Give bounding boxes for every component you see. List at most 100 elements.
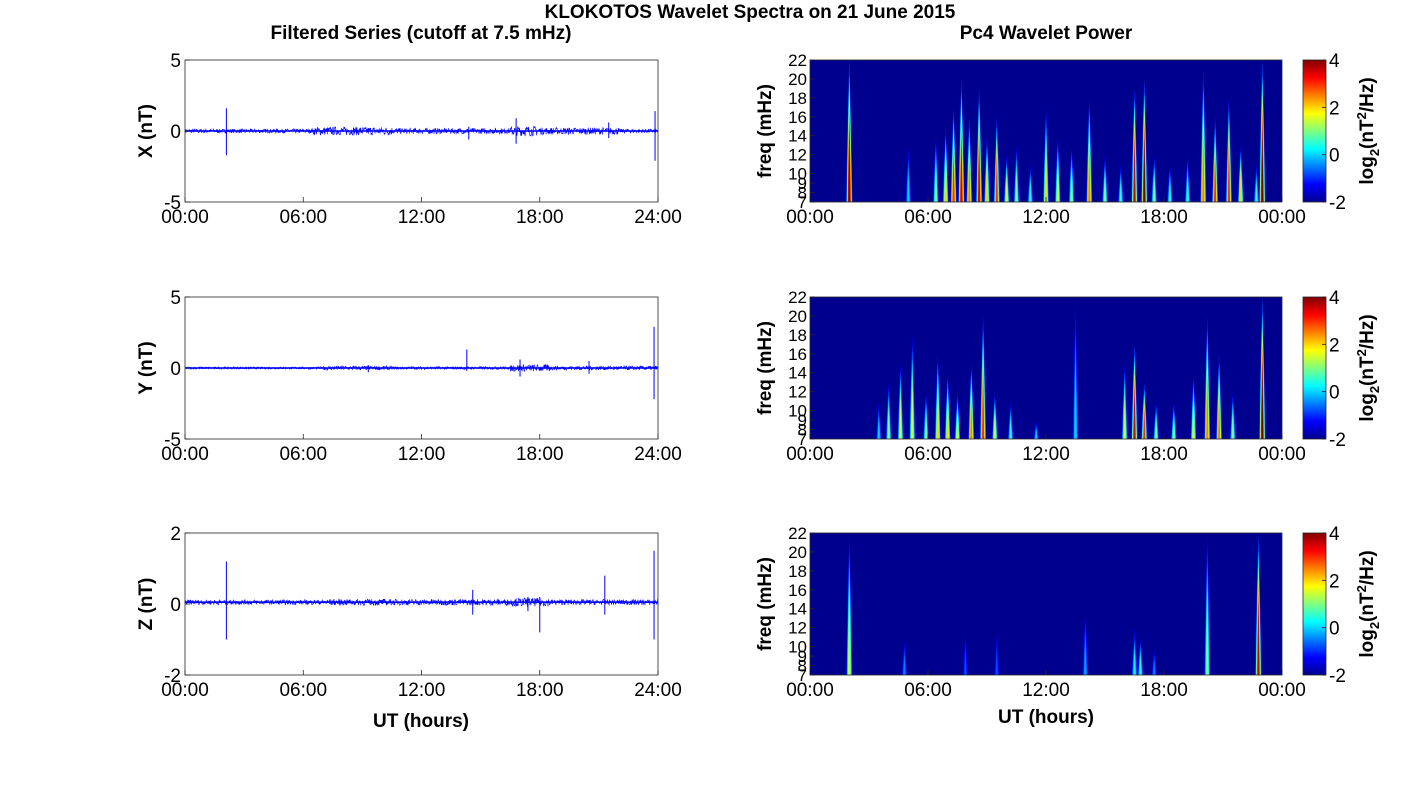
colorbar: [1302, 59, 1327, 203]
power-burst: [1155, 418, 1158, 439]
power-burst: [964, 649, 967, 675]
colorbar-tick-label: -2: [1329, 666, 1346, 687]
power-bursts: [875, 297, 1266, 439]
power-burst: [1153, 176, 1156, 202]
colorbar-tick-label: -2: [1329, 193, 1346, 214]
power-burst: [1153, 660, 1156, 675]
y-tick-label: 9: [798, 647, 807, 666]
power-burst: [1133, 386, 1136, 439]
colorbar-tick-label: 4: [1329, 288, 1340, 309]
x-tick-label: 06:00: [904, 207, 952, 228]
wavelet-panel-wavelet-y: 00:00 06:00 12:00 18:00 00:00789101214161820…: [755, 288, 1382, 465]
power-burst: [1206, 371, 1209, 439]
power-burst: [978, 139, 981, 202]
y-tick-label: 8: [798, 657, 807, 676]
power-burst: [903, 654, 906, 675]
power-burst: [982, 371, 985, 439]
y-tick-label: 18: [788, 89, 807, 108]
power-burst: [944, 160, 947, 202]
power-burst: [1231, 413, 1234, 439]
power-burst: [1005, 176, 1008, 202]
colorbar-tick-label: 2: [1329, 335, 1340, 356]
colorbar-label: log2(nT2/Hz): [1354, 77, 1382, 184]
x-tick-label: 12:00: [1022, 444, 1070, 465]
power-burst: [970, 397, 973, 439]
y-tick-label: 12: [788, 619, 807, 638]
x-tick-label: 00:00: [786, 207, 834, 228]
power-burst: [1119, 181, 1122, 202]
y-tick-label: -5: [164, 193, 181, 214]
power-burst: [1257, 596, 1260, 675]
left-column-title: Filtered Series (cutoff at 7.5 mHz): [271, 23, 572, 44]
power-burst: [1009, 418, 1012, 439]
power-burst: [956, 413, 959, 439]
power-burst: [1202, 128, 1205, 202]
wavelet-panel-wavelet-x: 00:00 06:00 12:00 18:00 00:00789101214161820…: [755, 51, 1382, 228]
y-tick-label: 5: [170, 51, 181, 72]
power-burst: [1029, 181, 1032, 202]
power-burst: [1261, 360, 1264, 439]
power-burst: [1044, 149, 1048, 202]
x-tick-label: 18:00: [516, 680, 564, 701]
x-tick-label: 06:00: [904, 680, 952, 701]
x-tick-label: 06:00: [279, 680, 327, 701]
y-tick-label: 14: [788, 600, 807, 619]
y-tick-label: 20: [788, 307, 807, 326]
y-tick-label: 10: [788, 638, 807, 657]
x-tick-label: 24:00: [634, 207, 682, 228]
y-tick-label: 2: [170, 524, 181, 545]
x-tick-label: 18:00: [516, 207, 564, 228]
power-burst: [1255, 181, 1258, 202]
figure-title: KLOKOTOS Wavelet Spectra on 21 June 2015: [545, 2, 956, 23]
power-burst: [1168, 181, 1171, 202]
right-column-title: Pc4 Wavelet Power: [960, 23, 1133, 44]
left-x-axis-label: UT (hours): [373, 711, 469, 732]
y-tick-label: 14: [788, 364, 807, 383]
y-tick-label: 10: [788, 165, 807, 184]
series-panel-filtered-y: 00:00 06:00 12:00 18:00 24:00 -5 0 5 Y (nT): [136, 288, 682, 465]
y-tick-label: 7: [798, 430, 807, 449]
power-burst: [848, 596, 851, 675]
power-burst: [995, 155, 998, 202]
power-burst: [1123, 397, 1126, 439]
power-burst: [1070, 171, 1073, 202]
series-panel-filtered-x: 00:00 06:00 12:00 18:00 24:00 -5 0 5 X (nT): [136, 51, 682, 228]
power-burst: [911, 381, 914, 439]
x-tick-label: 00:00: [1258, 207, 1306, 228]
y-tick-label: 18: [788, 562, 807, 581]
power-burst: [899, 397, 902, 439]
y-tick-label: 12: [788, 383, 807, 402]
y-axis-label: freq (mHz): [755, 557, 776, 651]
power-burst: [887, 408, 890, 439]
x-tick-label: 12:00: [1022, 207, 1070, 228]
power-burst: [1056, 165, 1059, 202]
power-burst: [848, 123, 851, 202]
x-tick-label: 24:00: [634, 444, 682, 465]
power-burst: [1015, 171, 1018, 202]
y-tick-label: 20: [788, 543, 807, 562]
y-axis-label: freq (mHz): [755, 84, 776, 178]
power-burst: [936, 392, 939, 439]
power-burst: [1143, 134, 1146, 202]
x-tick-label: 18:00: [1140, 680, 1188, 701]
colorbar-label: log2(nT2/Hz): [1354, 314, 1382, 421]
power-burst: [924, 413, 928, 439]
x-tick-label: 00:00: [786, 444, 834, 465]
x-tick-label: 12:00: [398, 680, 446, 701]
y-tick-label: 0: [170, 122, 181, 143]
y-tick-label: 18: [788, 326, 807, 345]
y-tick-label: 5: [170, 288, 181, 309]
power-burst: [1227, 144, 1230, 202]
y-tick-label: 0: [170, 359, 181, 380]
power-burst: [946, 402, 949, 439]
power-burst: [1261, 123, 1264, 202]
right-x-axis-label: UT (hours): [998, 707, 1094, 728]
y-tick-label: 9: [798, 411, 807, 430]
power-burst: [907, 171, 910, 202]
y-axis-label: freq (mHz): [755, 321, 776, 415]
y-tick-label: -2: [164, 666, 181, 687]
y-tick-label: 8: [798, 184, 807, 203]
power-bursts: [846, 533, 1262, 675]
y-tick-label: 0: [170, 595, 181, 616]
